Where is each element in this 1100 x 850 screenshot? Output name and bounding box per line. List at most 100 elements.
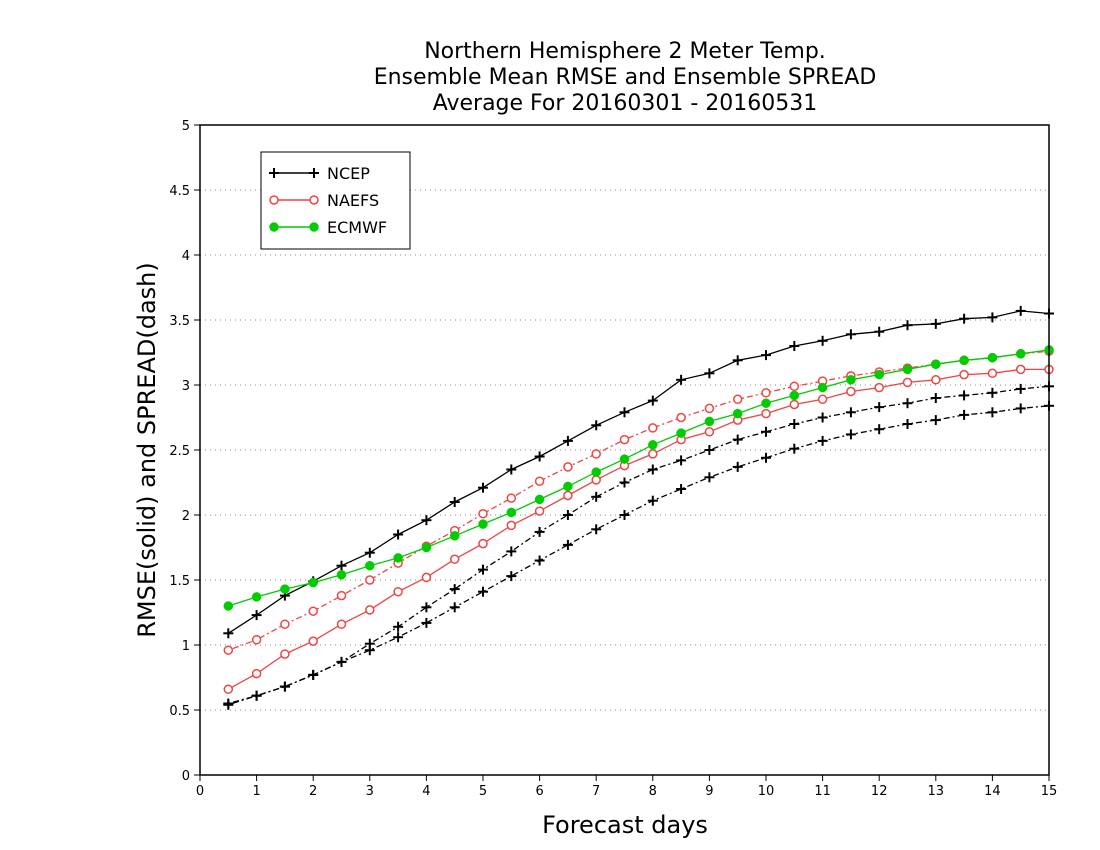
legend-marker	[309, 195, 319, 205]
data-point	[619, 407, 630, 418]
data-point	[591, 491, 602, 502]
data-point	[449, 602, 460, 613]
data-point	[789, 390, 800, 401]
x-tick-label: 1	[252, 784, 260, 799]
data-point	[1015, 364, 1026, 375]
data-point	[251, 610, 262, 621]
data-point	[308, 606, 318, 616]
series-line	[227, 310, 1050, 634]
data-point	[845, 329, 856, 340]
title-line-2: Ensemble Mean RMSE and Ensemble SPREAD	[374, 65, 877, 90]
x-tick-label: 15	[1041, 784, 1058, 799]
data-point	[704, 445, 715, 455]
y-tick-label: 4	[182, 249, 190, 264]
series-line	[228, 385, 1050, 706]
data-point	[959, 355, 969, 366]
data-point	[874, 326, 885, 337]
data-point	[676, 428, 686, 438]
data-point	[619, 510, 630, 520]
legend-marker	[309, 168, 319, 178]
data-point	[704, 416, 715, 427]
data-point	[959, 313, 970, 324]
data-point	[959, 409, 970, 420]
x-tick-label: 14	[984, 784, 1001, 799]
data-point	[393, 529, 404, 540]
data-point	[902, 419, 913, 429]
data-point	[280, 649, 290, 659]
data-point	[987, 312, 998, 323]
data-point	[280, 584, 290, 594]
data-point	[365, 560, 375, 571]
data-point	[874, 369, 884, 380]
y-tick-label: 0	[182, 769, 190, 784]
data-point	[1015, 403, 1026, 414]
x-tick-label: 0	[196, 784, 204, 799]
data-point	[676, 484, 687, 494]
x-tick-label: 13	[928, 784, 945, 799]
data-point	[251, 635, 262, 645]
series-ncep-rmse	[223, 305, 1054, 639]
data-point	[223, 699, 234, 710]
y-tick-label: 2	[182, 509, 190, 524]
series-naefs-spread	[223, 346, 1054, 655]
data-point	[930, 318, 941, 329]
data-point	[251, 668, 262, 679]
data-point	[534, 555, 545, 566]
x-axis-ticks: 0 1 2 3 4 5 6 7 8 9 10 11 12 13 14 15	[196, 775, 1057, 799]
data-point	[817, 382, 828, 393]
data-point	[534, 494, 545, 505]
data-point	[478, 519, 488, 529]
y-tick-label: 4.5	[169, 184, 190, 199]
data-point	[393, 632, 404, 643]
data-point	[534, 506, 545, 516]
legend-label: ECMWF	[327, 218, 387, 237]
y-tick-label: 1.5	[169, 574, 190, 589]
data-point	[449, 531, 460, 541]
series-line	[228, 349, 1050, 607]
data-point	[874, 424, 885, 435]
x-tick-label: 8	[649, 784, 657, 799]
data-point	[817, 335, 828, 346]
data-point	[591, 449, 601, 459]
y-tick-label: 5	[182, 119, 190, 134]
data-point	[478, 482, 488, 493]
legend-marker	[269, 195, 279, 205]
data-point	[562, 539, 573, 550]
data-point	[930, 415, 941, 426]
data-point	[562, 435, 573, 446]
data-point	[563, 481, 573, 492]
data-point	[421, 572, 432, 583]
data-point	[506, 546, 517, 557]
data-point	[930, 393, 941, 403]
y-axis-label: RMSE(solid) and SPREAD(dash)	[133, 262, 161, 638]
data-point	[308, 669, 319, 680]
data-point	[959, 369, 969, 380]
data-point	[336, 570, 347, 580]
data-point	[789, 341, 800, 351]
data-point	[421, 617, 432, 628]
data-point	[817, 435, 828, 446]
data-point	[732, 434, 743, 445]
data-point	[534, 526, 545, 537]
data-point	[846, 386, 856, 397]
data-point	[845, 429, 856, 440]
data-point	[506, 571, 517, 582]
data-point	[449, 554, 460, 564]
data-point	[563, 490, 573, 501]
data-point	[251, 690, 262, 701]
data-point	[732, 408, 743, 419]
x-tick-label: 7	[592, 784, 600, 799]
x-tick-label: 2	[309, 784, 317, 799]
x-tick-label: 9	[705, 784, 713, 799]
data-point	[761, 452, 771, 463]
data-point	[732, 461, 743, 472]
data-point	[223, 628, 234, 639]
data-point	[393, 586, 403, 597]
data-point	[732, 394, 743, 405]
data-point	[874, 382, 884, 393]
y-tick-label: 0.5	[169, 704, 190, 719]
data-point	[789, 381, 800, 392]
data-point	[987, 352, 998, 363]
y-tick-label: 3	[182, 379, 190, 394]
data-point	[704, 427, 715, 437]
